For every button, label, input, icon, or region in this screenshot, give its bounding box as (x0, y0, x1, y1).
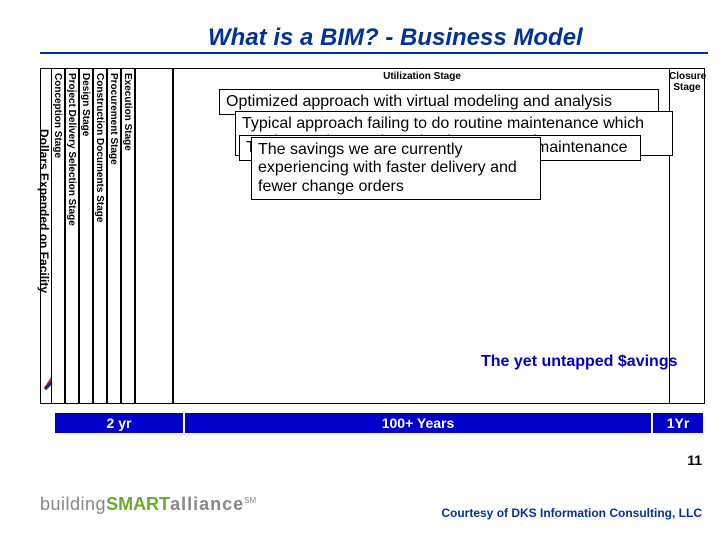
stage-label: Closure Stage (669, 71, 705, 93)
callout-box: The savings we are currently experiencin… (251, 137, 541, 200)
untapped-savings-label: The yet untapped $avings (481, 353, 677, 371)
lifecycle-chart: Conception StageProject Delivery Selecti… (40, 68, 704, 404)
bsa-part2: SMART (106, 494, 170, 514)
bsa-sm: SM (244, 496, 256, 505)
page-number: 11 (687, 452, 702, 468)
timeline-segment: 2 yr (54, 412, 184, 434)
stage-label: Project Delivery Selection Stage (66, 73, 77, 226)
stage-column (135, 68, 173, 404)
courtesy-line: Courtesy of DKS Information Consulting, … (441, 506, 702, 520)
timeline-segment: 100+ Years (184, 412, 652, 434)
page-title: What is a BIM? - Business Model (208, 24, 708, 52)
stage-label: Conception Stage (52, 73, 63, 158)
stage-label: Utilization Stage (173, 71, 671, 82)
stage-label: Construction Documents Stage (94, 73, 105, 222)
stage-label: Execution Stage (122, 73, 133, 151)
stage-label: Procurement Stage (108, 73, 119, 165)
stage-label: Design Stage (80, 73, 91, 136)
y-axis-label: Dollars Expended on Facility (37, 129, 51, 293)
bsa-part3: alliance (170, 494, 244, 514)
title-underline (40, 52, 708, 54)
bsa-logo: buildingSMARTallianceSM (40, 494, 256, 515)
bsa-part1: building (40, 494, 106, 514)
timeline-segment: 1Yr (652, 412, 704, 434)
